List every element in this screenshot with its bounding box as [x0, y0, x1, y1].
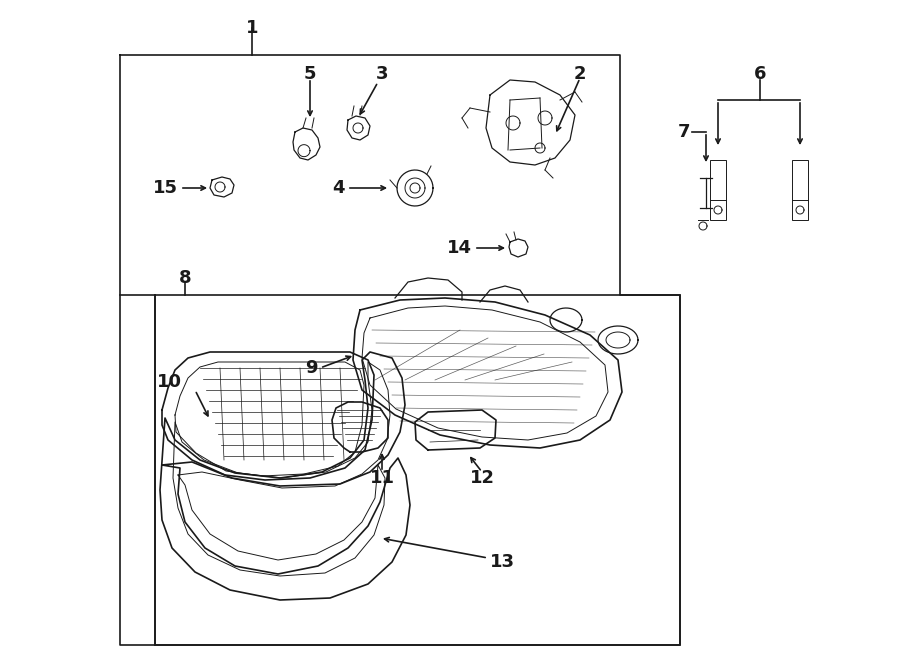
Text: 12: 12	[470, 469, 494, 487]
Text: 9: 9	[305, 359, 318, 377]
Text: 2: 2	[574, 65, 586, 83]
Text: 10: 10	[157, 373, 182, 391]
Text: 1: 1	[246, 19, 258, 37]
Bar	[155, 295, 680, 645]
Text: 13: 13	[490, 553, 515, 571]
Bar	[710, 160, 726, 220]
Text: 15: 15	[153, 179, 178, 197]
Text: 8: 8	[179, 269, 192, 287]
Text: 11: 11	[370, 469, 394, 487]
Text: 3: 3	[376, 65, 388, 83]
Bar	[792, 160, 808, 220]
Text: 5: 5	[304, 65, 316, 83]
Text: 6: 6	[754, 65, 766, 83]
Text: 4: 4	[332, 179, 345, 197]
Text: 14: 14	[447, 239, 472, 257]
Text: 7: 7	[678, 123, 690, 141]
